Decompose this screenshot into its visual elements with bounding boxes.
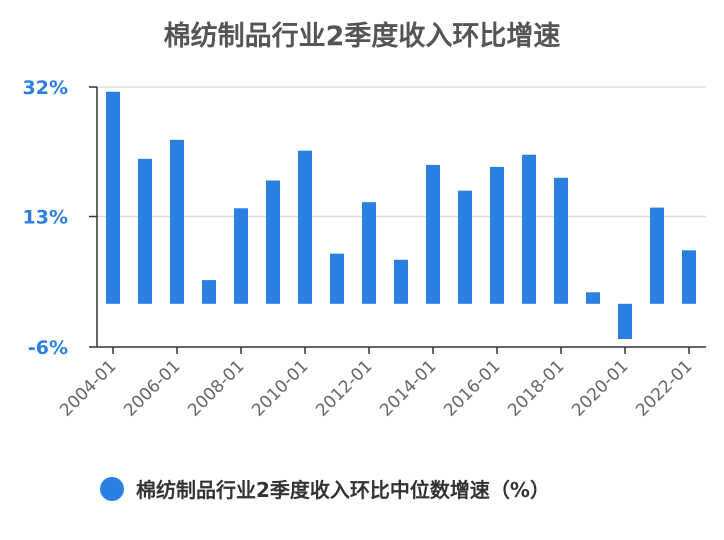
bar-2004 <box>106 91 120 304</box>
legend: 棉纺制品行业2季度收入环比中位数增速（%） <box>100 474 550 503</box>
y-axis-ticks: 32% 13% -6% <box>23 77 97 359</box>
bar-2017 <box>522 154 536 304</box>
bar-2010 <box>298 150 312 304</box>
x-tick-label: 2008-01 <box>184 356 248 420</box>
bar-2021 <box>650 207 664 304</box>
bar-2018 <box>554 177 568 304</box>
y-tick-label: -6% <box>28 337 68 359</box>
bar-2008 <box>234 208 248 304</box>
bar-2013 <box>394 259 408 304</box>
bar-2006 <box>170 139 184 304</box>
bar-2015 <box>458 190 472 304</box>
x-tick-label: 2020-01 <box>568 356 632 420</box>
bar-2014 <box>426 164 440 304</box>
bar-2012 <box>362 202 376 304</box>
bar-2011 <box>330 253 344 304</box>
x-tick-label: 2006-01 <box>120 356 184 420</box>
x-tick-label: 2018-01 <box>504 356 568 420</box>
y-tick-label: 13% <box>23 207 68 229</box>
bar-2016 <box>490 166 504 304</box>
legend-label: 棉纺制品行业2季度收入环比中位数增速（%） <box>136 478 550 502</box>
chart-title: 棉纺制品行业2季度收入环比增速 <box>163 21 561 52</box>
y-tick-label: 32% <box>23 77 68 99</box>
x-tick-label: 2010-01 <box>248 356 312 420</box>
bar-2009 <box>266 180 280 304</box>
x-tick-label: 2022-01 <box>632 356 696 420</box>
bar-2019 <box>586 292 600 304</box>
x-tick-label: 2016-01 <box>440 356 504 420</box>
bar-2007 <box>202 280 216 304</box>
x-axis-ticks: 2004-01 2006-01 2008-01 2010-01 2012-01 2014-… <box>56 347 697 421</box>
bars <box>106 91 696 340</box>
bar-2022 <box>682 250 696 304</box>
x-tick-label: 2004-01 <box>56 356 120 420</box>
bar-2020 <box>618 303 632 340</box>
x-tick-label: 2014-01 <box>376 356 440 420</box>
bar-2005 <box>138 158 152 304</box>
x-tick-label: 2012-01 <box>312 356 376 420</box>
gridlines <box>97 86 706 218</box>
legend-marker <box>100 476 124 501</box>
